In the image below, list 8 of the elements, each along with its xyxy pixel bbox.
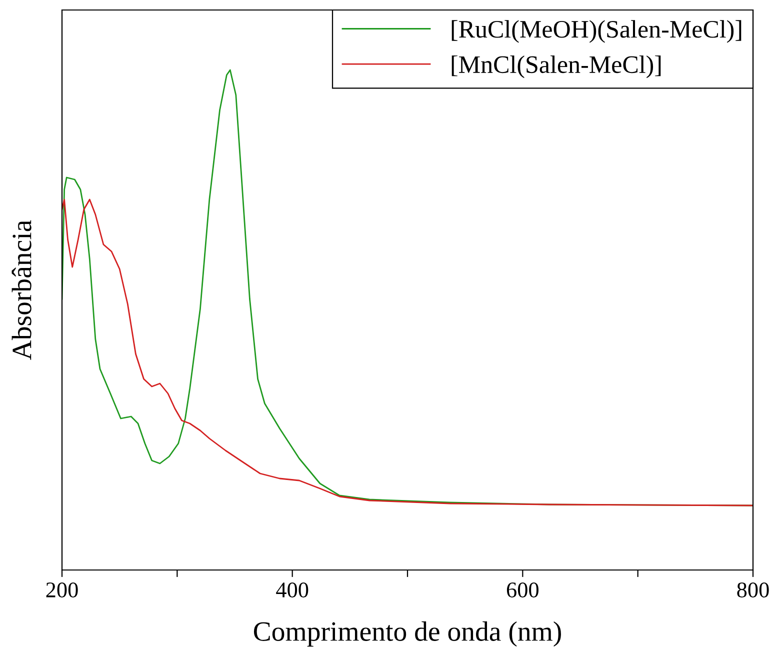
x-tick-label: 800 [737, 582, 769, 598]
x-tick-label: 200 [46, 582, 78, 598]
x-tick-label: 600 [506, 582, 538, 598]
legend-label: [MnCl(Salen-MeCl)] [452, 55, 661, 78]
y-axis-title: Absorbância [12, 220, 32, 360]
x-axis-title: Comprimento de onda (nm) [254, 621, 561, 647]
x-tick-label: 400 [276, 582, 308, 598]
legend-label: [RuCl(MeOH)(Salen-MeCl)] [452, 20, 742, 43]
